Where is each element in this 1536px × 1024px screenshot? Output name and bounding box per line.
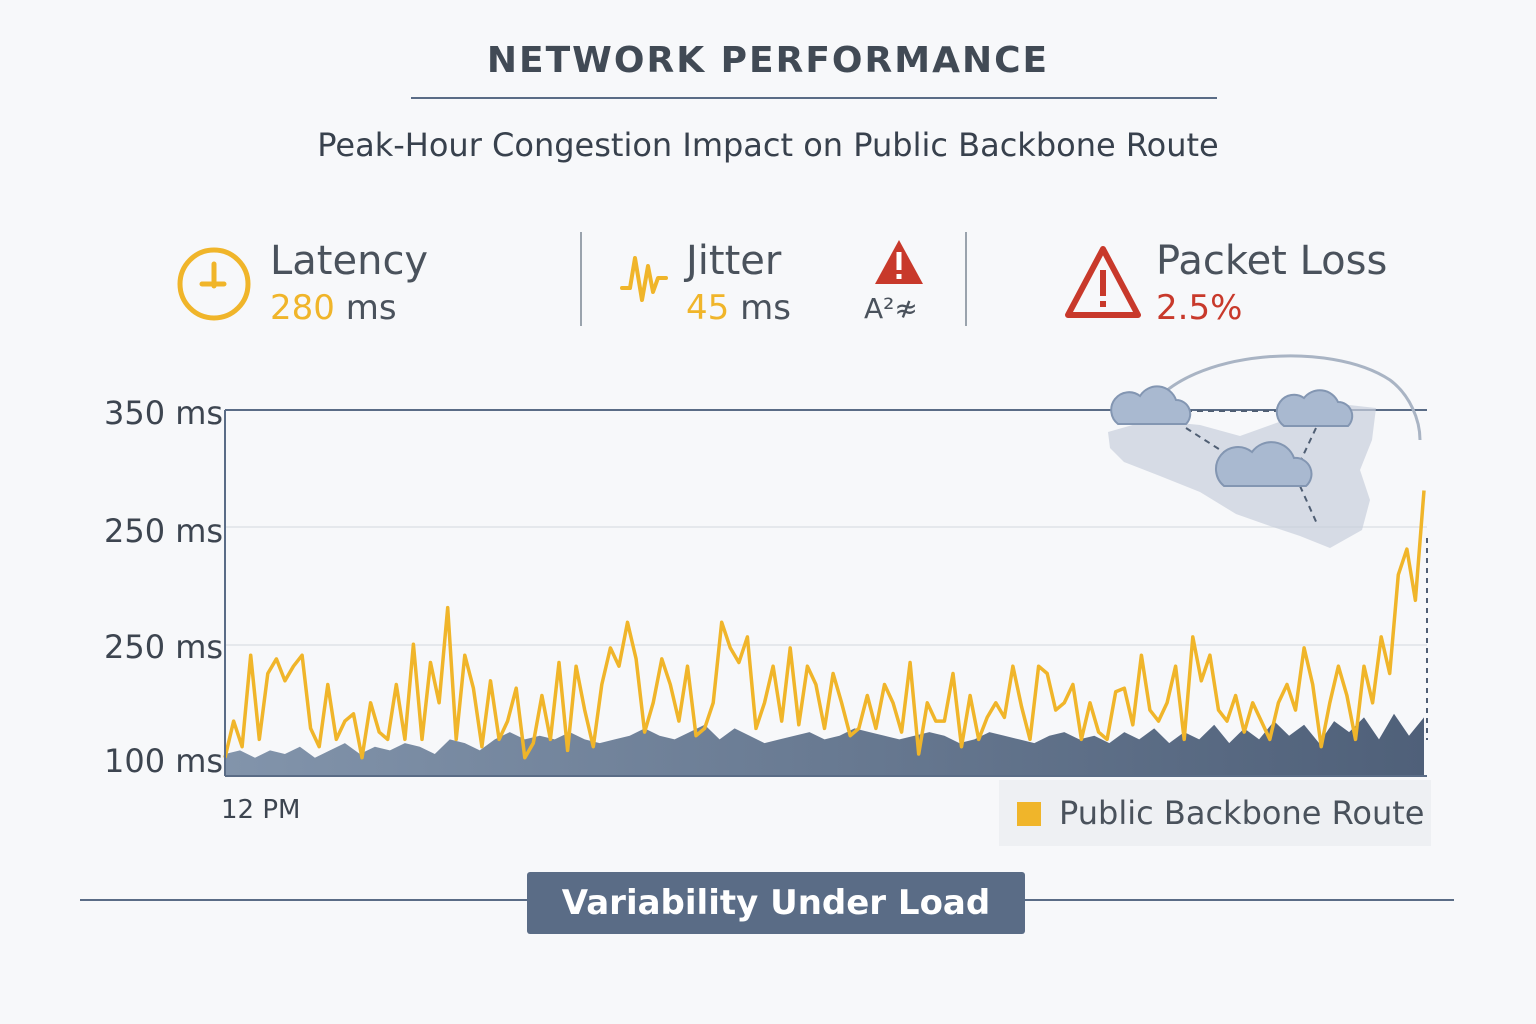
page-subtitle: Peak-Hour Congestion Impact on Public Ba… [317,126,1219,164]
page-title: NETWORK PERFORMANCE [486,40,1050,81]
link-line [1299,485,1319,527]
title-divider [411,97,1217,99]
footer-divider-right [1025,899,1454,901]
chart-legend: Public Backbone Route [999,780,1431,846]
latency-line-series [223,490,1426,760]
y-tick-label: 250 ms [104,512,224,550]
cloud-icon [1275,389,1354,427]
arc-link [1148,354,1422,441]
cloud-icon [1110,385,1192,425]
metric-separator [965,232,967,326]
legend-swatch [1017,802,1041,826]
legend-label: Public Backbone Route [1059,794,1425,832]
waveform-icon [620,256,668,302]
warning-icon [875,240,923,284]
jitter-label: Jitter [686,238,782,284]
latency-value: 280 ms [270,288,397,328]
latency-label: Latency [270,238,429,284]
y-tick-label: 100 ms [104,742,224,780]
clock-icon [177,247,251,321]
baseline-area-series [225,713,1424,776]
footer-badge: Variability Under Load [527,872,1025,934]
series-line-public-backbone-route [223,490,1426,760]
warning-caption: A²≉ [864,292,918,325]
metric-separator [580,232,582,326]
packet-loss-label: Packet Loss [1156,238,1388,284]
footer-divider-left [80,899,528,901]
cloud-icon [1214,441,1313,487]
jitter-value: 45 ms [686,288,791,328]
baseline-area [225,713,1424,776]
x-tick-label: 12 PM [221,795,301,825]
y-tick-label: 250 ms [104,628,224,666]
packet-loss-value: 2.5% [1156,288,1243,328]
warning-icon [1065,246,1141,318]
network-map-illustration [1108,354,1422,548]
chart-grid [225,409,1427,646]
chart-axes [224,410,1428,777]
y-tick-label: 350 ms [104,394,224,432]
